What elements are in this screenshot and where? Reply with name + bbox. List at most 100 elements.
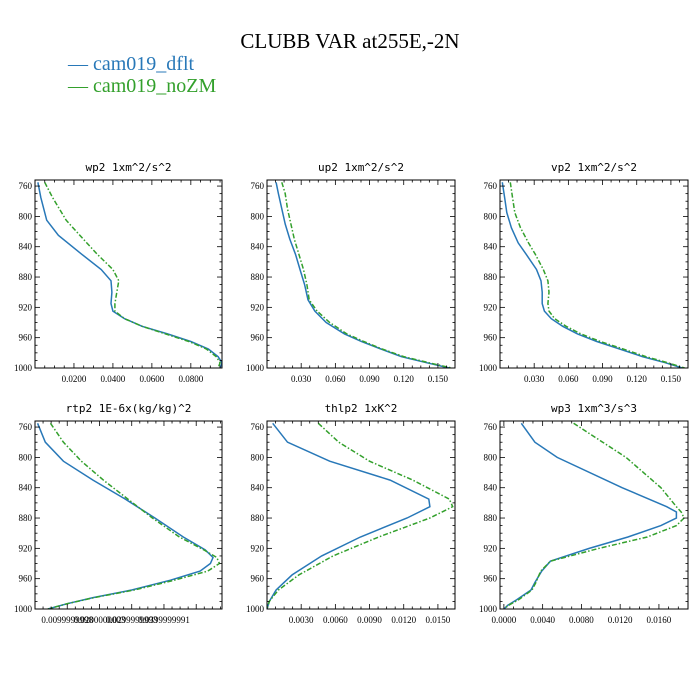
y-tick-label: 920 — [484, 302, 498, 312]
series-line-cam019-dflt — [503, 422, 678, 609]
y-tick-label: 760 — [251, 422, 265, 432]
panel-title: wp2 1xm^2/s^2 — [85, 161, 171, 174]
y-tick-label: 880 — [484, 272, 498, 282]
y-tick-label: 800 — [251, 452, 265, 462]
series-line-cam019-dflt — [275, 182, 450, 368]
x-tick-label: 0.0099999998 — [41, 615, 93, 625]
x-tick-label: 0.0399999991 — [138, 615, 190, 625]
panel-6: wp3 1xm^3/s^3 760 800 840 880 920 960 10000.000… — [479, 402, 689, 625]
y-tick-label: 960 — [251, 333, 265, 343]
y-tick-label: 800 — [484, 211, 498, 221]
series-line-cam019-noZM — [44, 181, 221, 368]
y-tick-label: 760 — [19, 422, 33, 432]
x-tick-label: 0.060 — [325, 374, 346, 384]
x-tick-label: 0.0080 — [569, 615, 594, 625]
panel-3: vp2 1xm^2/s^2 760 800 840 880 920 960 1000 0.030… — [479, 161, 689, 384]
x-tick-label: 0.090 — [592, 374, 613, 384]
y-tick-label: 960 — [484, 574, 498, 584]
x-tick-label: 0.0200 — [62, 374, 87, 384]
x-tick-label: 0.0299999993 — [106, 615, 158, 625]
x-tick-label: 0.0200000003 — [74, 615, 126, 625]
y-tick-label: 880 — [251, 513, 265, 523]
series-line-cam019-noZM — [281, 182, 452, 368]
y-tick-label: 920 — [251, 302, 265, 312]
y-tick-label: 920 — [251, 543, 265, 553]
x-tick-label: 0.030 — [291, 374, 312, 384]
y-tick-label: 840 — [484, 483, 498, 493]
y-tick-label: 760 — [19, 181, 33, 191]
series-line-cam019-noZM — [47, 422, 221, 609]
x-tick-label: 0.0600 — [140, 374, 165, 384]
y-tick-label: 800 — [251, 211, 265, 221]
y-tick-label: 960 — [251, 574, 265, 584]
legend-item-nozm: — cam019_noZM — [67, 75, 217, 97]
y-tick-label: 920 — [19, 302, 33, 312]
axis-frame — [34, 420, 223, 610]
y-tick-label: 1000 — [479, 363, 498, 373]
series-line-cam019-dflt — [37, 182, 222, 368]
series-line-cam019-dflt — [267, 422, 431, 609]
x-tick-label: 0.0400 — [101, 374, 126, 384]
x-tick-label: 0.150 — [428, 374, 449, 384]
panel-title: up2 1xm^2/s^2 — [318, 161, 404, 174]
y-tick-label: 1000 — [246, 604, 265, 614]
y-tick-label: 960 — [19, 333, 33, 343]
y-tick-label: 1000 — [246, 363, 265, 373]
series-line-cam019-noZM — [267, 422, 454, 609]
y-tick-label: 800 — [484, 452, 498, 462]
panel-title: wp3 1xm^3/s^3 — [551, 402, 637, 415]
panel-title: thlp2 1xK^2 — [325, 402, 398, 415]
y-tick-label: 840 — [251, 242, 265, 252]
y-tick-label: 760 — [484, 422, 498, 432]
panel-5: thlp2 1xK^2 760 800 840 880 920 960 1000 0.0030 0… — [246, 402, 456, 625]
x-tick-label: 0.0120 — [608, 615, 633, 625]
x-tick-label: 0.0150 — [426, 615, 451, 625]
panel-2: up2 1xm^2/s^2 760 800 840 880 920 960 1000 0.030… — [246, 161, 456, 384]
x-tick-label: 0.0160 — [647, 615, 672, 625]
legend: — cam019_dflt — cam019_noZM — [67, 53, 217, 97]
y-tick-label: 1000 — [479, 604, 498, 614]
x-tick-label: 0.0060 — [323, 615, 348, 625]
x-tick-label: 0.150 — [661, 374, 682, 384]
y-tick-label: 880 — [251, 272, 265, 282]
x-tick-label: 0.120 — [394, 374, 415, 384]
x-tick-label: 0.0040 — [530, 615, 555, 625]
panel-title: vp2 1xm^2/s^2 — [551, 161, 637, 174]
x-tick-label: 0.0000 — [492, 615, 517, 625]
y-tick-label: 840 — [484, 242, 498, 252]
y-tick-label: 760 — [251, 181, 265, 191]
series-line-cam019-noZM — [509, 182, 685, 368]
legend-item-dflt: — cam019_dflt — [67, 53, 195, 75]
x-tick-label: 0.030 — [524, 374, 545, 384]
axis-frame — [499, 420, 689, 610]
y-tick-label: 800 — [19, 452, 33, 462]
x-tick-label: 0.0030 — [289, 615, 314, 625]
y-tick-label: 800 — [19, 211, 33, 221]
y-tick-label: 880 — [19, 513, 33, 523]
x-tick-label: 0.0120 — [391, 615, 416, 625]
y-tick-label: 840 — [19, 242, 33, 252]
x-tick-label: 0.060 — [558, 374, 579, 384]
y-tick-label: 840 — [19, 483, 33, 493]
figure-title: CLUBB VAR at255E,-2N — [240, 29, 459, 53]
x-tick-label: 0.120 — [627, 374, 648, 384]
panel-title: rtp2 1E-6x(kg/kg)^2 — [66, 402, 192, 415]
series-line-cam019-dflt — [501, 182, 683, 368]
y-tick-label: 960 — [484, 333, 498, 343]
panel-1: wp2 1xm^2/s^2 760 800 840 880 920 960 1000 0.020… — [14, 161, 223, 384]
series-line-cam019-noZM — [503, 422, 686, 609]
y-tick-label: 920 — [19, 543, 33, 553]
y-tick-label: 880 — [484, 513, 498, 523]
panel-4: rtp2 1E-6x(kg/kg)^2 760 800 840 880 920 960 100… — [14, 402, 223, 625]
y-tick-label: 1000 — [14, 363, 33, 373]
y-tick-label: 760 — [484, 181, 498, 191]
y-tick-label: 920 — [484, 543, 498, 553]
x-tick-label: 0.090 — [359, 374, 380, 384]
y-tick-label: 880 — [19, 272, 33, 282]
panels: wp2 1xm^2/s^2 760 800 840 880 920 960 1000 0.020… — [14, 161, 689, 625]
axis-frame — [34, 179, 223, 369]
x-tick-label: 0.0800 — [178, 374, 203, 384]
y-tick-label: 1000 — [14, 604, 33, 614]
